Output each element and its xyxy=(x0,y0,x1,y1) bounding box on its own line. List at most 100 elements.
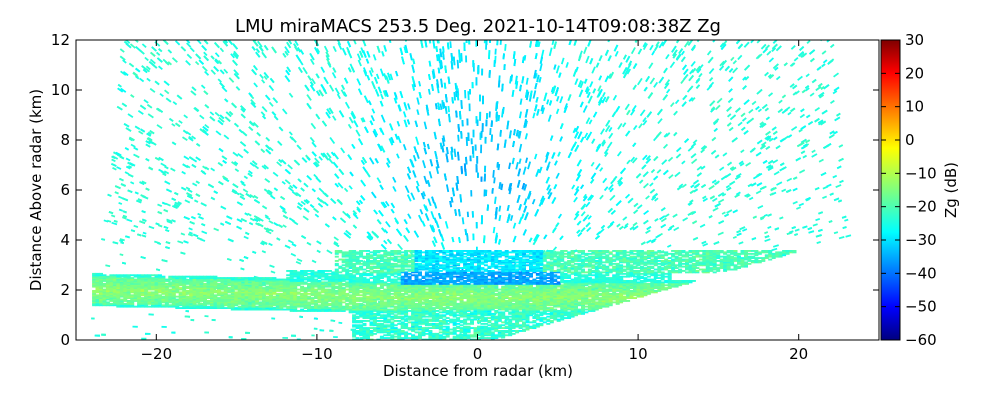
reflectivity-streak xyxy=(450,196,454,203)
reflectivity-streak xyxy=(234,168,240,173)
reflectivity-streak xyxy=(171,141,177,146)
reflectivity-streak xyxy=(456,92,460,101)
reflectivity-streak xyxy=(534,153,538,160)
reflectivity-streak xyxy=(330,198,337,205)
reflectivity-streak xyxy=(394,219,399,225)
reflectivity-streak xyxy=(188,231,193,235)
reflectivity-streak xyxy=(586,226,592,233)
reflectivity-streak xyxy=(155,268,161,272)
reflectivity-streak xyxy=(437,118,441,127)
reflectivity-cell xyxy=(355,315,360,318)
reflectivity-streak xyxy=(390,208,395,214)
reflectivity-streak xyxy=(357,88,363,96)
reflectivity-streak xyxy=(665,132,671,138)
reflectivity-streak xyxy=(243,235,249,240)
reflectivity-streak xyxy=(615,105,621,113)
reflectivity-streak xyxy=(660,223,667,229)
reflectivity-streak xyxy=(823,84,830,90)
reflectivity-streak xyxy=(728,76,734,82)
reflectivity-streak xyxy=(768,74,775,80)
reflectivity-streak xyxy=(828,220,833,223)
reflectivity-streak xyxy=(288,217,295,223)
reflectivity-streak xyxy=(145,187,150,191)
reflectivity-streak xyxy=(688,96,694,103)
reflectivity-streak xyxy=(695,79,700,84)
reflectivity-streak xyxy=(444,94,448,103)
reflectivity-streak xyxy=(186,42,192,48)
reflectivity-streak xyxy=(423,147,428,155)
reflectivity-streak xyxy=(403,119,408,128)
reflectivity-streak xyxy=(678,48,684,55)
reflectivity-streak xyxy=(260,148,266,153)
reflectivity-cell xyxy=(535,322,540,325)
reflectivity-cell xyxy=(504,330,509,332)
reflectivity-streak xyxy=(641,164,647,170)
reflectivity-streak xyxy=(358,138,364,146)
reflectivity-streak xyxy=(323,76,329,85)
reflectivity-streak xyxy=(760,122,767,128)
reflectivity-streak xyxy=(649,182,654,187)
reflectivity-streak xyxy=(649,77,656,85)
reflectivity-streak xyxy=(724,65,730,72)
reflectivity-streak xyxy=(413,146,418,153)
reflectivity-cell xyxy=(504,325,509,328)
reflectivity-cell xyxy=(442,335,447,338)
reflectivity-streak xyxy=(239,258,244,262)
reflectivity-streak xyxy=(512,51,516,59)
reflectivity-streak xyxy=(767,213,772,217)
reflectivity-streak xyxy=(504,44,507,51)
reflectivity-streak xyxy=(838,236,845,240)
reflectivity-streak xyxy=(195,156,201,161)
reflectivity-streak xyxy=(407,166,412,174)
reflectivity-streak xyxy=(553,184,558,190)
reflectivity-streak xyxy=(609,194,616,201)
reflectivity-streak xyxy=(536,109,540,116)
reflectivity-streak xyxy=(726,113,732,118)
reflectivity-streak xyxy=(252,40,259,47)
reflectivity-streak xyxy=(616,150,622,157)
reflectivity-streak xyxy=(442,46,445,53)
reflectivity-streak xyxy=(184,199,191,204)
reflectivity-streak xyxy=(356,200,361,206)
reflectivity-streak xyxy=(794,228,800,232)
reflectivity-cell xyxy=(428,330,433,332)
reflectivity-streak xyxy=(253,82,258,88)
reflectivity-streak xyxy=(273,187,279,192)
reflectivity-streak xyxy=(154,41,161,47)
reflectivity-streak xyxy=(309,52,315,61)
reflectivity-streak xyxy=(202,128,207,134)
reflectivity-streak xyxy=(369,120,374,126)
reflectivity-cell xyxy=(483,317,488,319)
reflectivity-streak xyxy=(262,115,267,120)
reflectivity-streak xyxy=(439,48,443,58)
reflectivity-streak xyxy=(221,155,228,161)
reflectivity-streak xyxy=(166,220,173,225)
reflectivity-cell xyxy=(459,324,464,327)
reflectivity-streak xyxy=(376,45,381,53)
reflectivity-streak xyxy=(805,114,811,119)
reflectivity-cell xyxy=(362,320,367,322)
reflectivity-streak xyxy=(814,186,820,191)
reflectivity-streak xyxy=(124,171,130,175)
reflectivity-streak xyxy=(506,204,510,212)
reflectivity-streak xyxy=(537,41,541,47)
reflectivity-streak xyxy=(183,216,190,221)
reflectivity-streak xyxy=(355,129,361,137)
reflectivity-streak xyxy=(366,50,371,58)
reflectivity-streak xyxy=(433,131,437,140)
reflectivity-streak xyxy=(802,154,807,159)
reflectivity-streak xyxy=(380,145,386,153)
reflectivity-streak xyxy=(507,213,511,220)
reflectivity-streak xyxy=(600,128,605,135)
reflectivity-streak xyxy=(517,168,521,177)
reflectivity-streak xyxy=(790,62,796,67)
reflectivity-streak xyxy=(232,183,239,189)
reflectivity-streak xyxy=(725,184,731,189)
reflectivity-streak xyxy=(559,96,564,104)
reflectivity-streak xyxy=(268,242,273,247)
reflectivity-streak xyxy=(590,161,595,167)
reflectivity-streak xyxy=(418,80,422,87)
reflectivity-streak xyxy=(277,140,283,146)
